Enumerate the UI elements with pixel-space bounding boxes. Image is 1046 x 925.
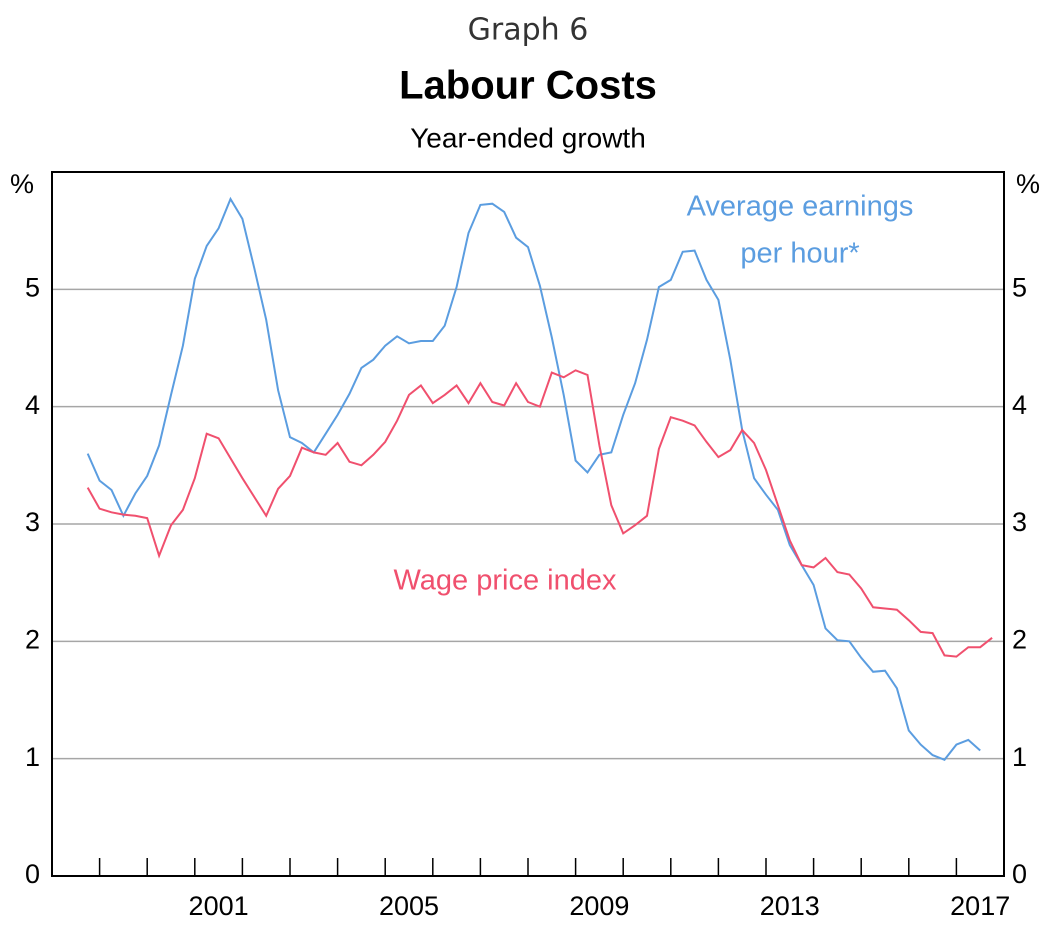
annotation: Wage price index bbox=[394, 565, 617, 597]
y2-tick-label: 4 bbox=[1012, 390, 1027, 420]
annotation: Average earnings bbox=[687, 191, 914, 223]
x-tick-label: 2013 bbox=[760, 891, 820, 921]
series-line bbox=[86, 196, 981, 762]
y-axis-label: % bbox=[10, 169, 34, 199]
x-tick-label: 2001 bbox=[189, 891, 249, 921]
y2-axis-label: % bbox=[1016, 169, 1040, 199]
x-tick-label: 2017 bbox=[950, 891, 1010, 921]
y-tick-label: 3 bbox=[25, 507, 40, 537]
y2-tick-label: 5 bbox=[1012, 272, 1027, 302]
y-tick-label: 0 bbox=[25, 859, 40, 889]
y2-tick-label: 3 bbox=[1012, 507, 1027, 537]
plot-frame bbox=[51, 171, 1005, 877]
chart-subtitle: Year-ended growth bbox=[410, 122, 646, 153]
y-tick-label: 4 bbox=[25, 390, 40, 420]
y2-tick-label: 1 bbox=[1012, 742, 1027, 772]
y-tick-label: 5 bbox=[25, 272, 40, 302]
x-tick-label: 2005 bbox=[379, 891, 439, 921]
y2-tick-label: 2 bbox=[1012, 624, 1027, 654]
x-tick-label: 2009 bbox=[569, 891, 629, 921]
chart-title: Labour Costs bbox=[399, 64, 657, 108]
series-line bbox=[86, 369, 993, 658]
annotation: per hour* bbox=[740, 238, 859, 270]
y2-tick-label: 0 bbox=[1012, 859, 1027, 889]
y-tick-label: 2 bbox=[25, 624, 40, 654]
chart-supertitle: Graph 6 bbox=[468, 13, 589, 48]
y-tick-label: 1 bbox=[25, 742, 40, 772]
